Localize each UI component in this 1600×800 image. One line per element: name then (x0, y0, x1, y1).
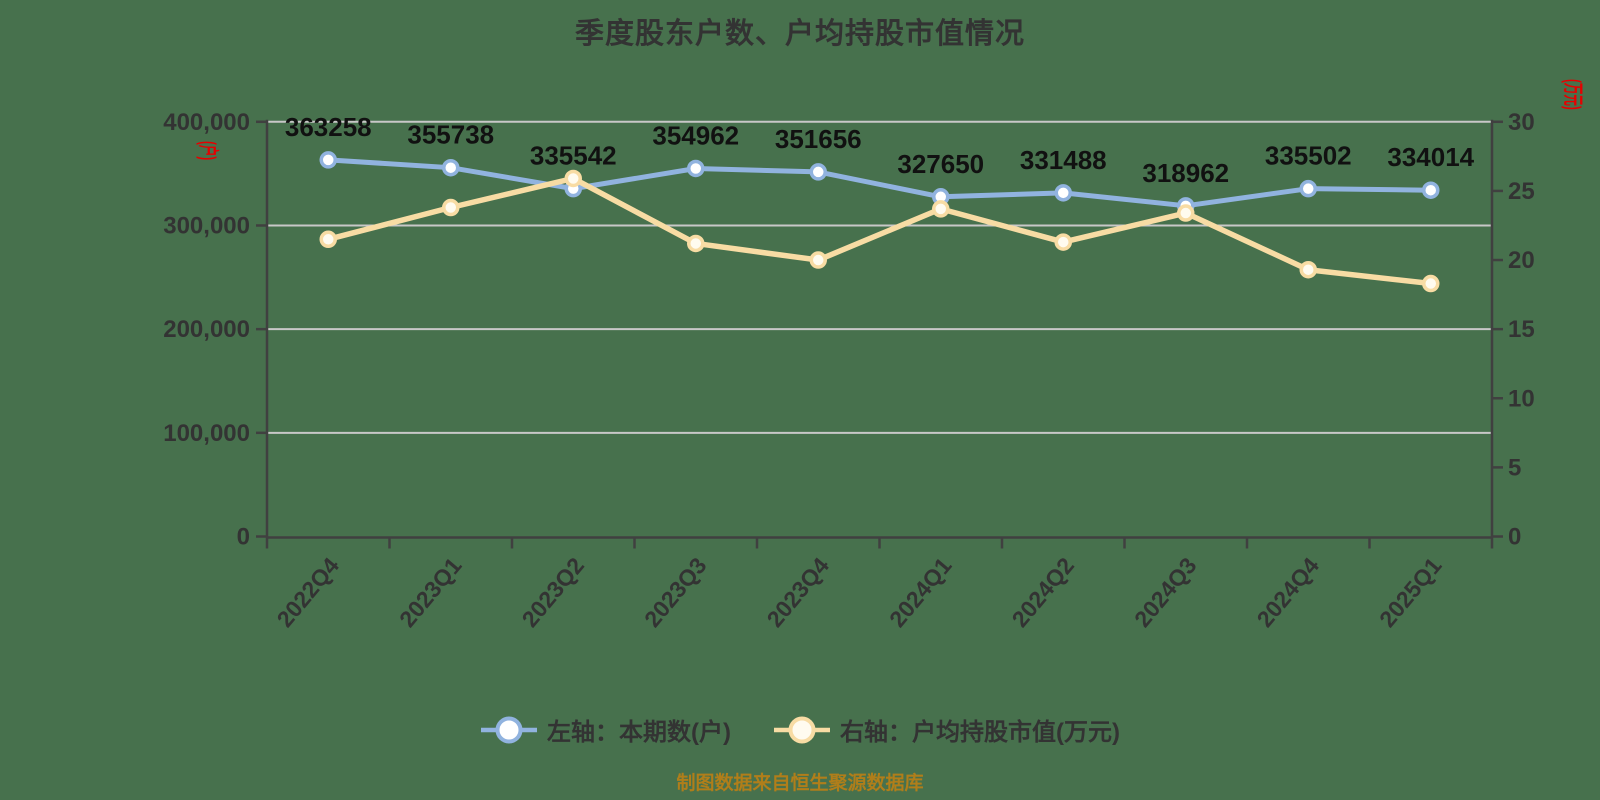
data-label: 334014 (1387, 142, 1474, 172)
x-axis-label: 2024Q4 (1252, 552, 1325, 632)
x-axis-label: 2024Q1 (884, 552, 957, 632)
data-point-avg-holding-value (932, 200, 950, 218)
chart-title: 季度股东户数、户均持股市值情况 (574, 18, 1025, 50)
y-axis-left-tick-label: 200,000 (163, 316, 250, 343)
y-axis-right-tick-label: 10 (1508, 385, 1535, 412)
data-point-shareholder-count (1054, 184, 1072, 202)
legend-item-avg-holding-value[interactable]: 右轴：户均持股市值(万元) (773, 712, 1120, 747)
x-axis-label: 2023Q3 (639, 553, 712, 632)
data-point-avg-holding-value (564, 169, 582, 188)
data-point-avg-holding-value (687, 234, 705, 253)
data-label: 335502 (1265, 141, 1352, 171)
legend-label-right-axis: 右轴：户均持股市值(万元) (840, 719, 1120, 746)
data-point-avg-holding-value (1422, 274, 1440, 293)
data-label: 331488 (1020, 145, 1107, 175)
line-series-marker-icon (481, 716, 538, 743)
data-point-avg-holding-value (1177, 204, 1195, 222)
legend: 左轴：本期数(户) 右轴：户均持股市值(万元) (0, 712, 1600, 747)
y-axis-right-tick-label: 30 (1508, 109, 1535, 136)
y-axis-left-tick-label: 400,000 (163, 109, 250, 136)
x-axis-label: 2022Q4 (272, 552, 345, 632)
data-point-avg-holding-value (319, 230, 337, 249)
y-axis-right-tick-label: 20 (1508, 247, 1535, 274)
x-axis-label: 2023Q1 (394, 552, 467, 632)
data-point-shareholder-count (319, 151, 337, 169)
data-point-shareholder-count (442, 158, 460, 177)
data-point-avg-holding-value (1054, 233, 1072, 251)
data-label: 355738 (407, 120, 494, 150)
data-label: 318962 (1142, 158, 1229, 188)
x-axis-label: 2024Q3 (1129, 553, 1202, 632)
data-label: 327650 (897, 149, 984, 179)
data-source-note: 制图数据来自恒生聚源数据库 (676, 773, 924, 794)
y-axis-left-tick-label: 300,000 (163, 212, 250, 239)
data-point-shareholder-count (1299, 179, 1317, 198)
y-axis-right-tick-label: 5 (1508, 454, 1521, 481)
x-axis-label: 2025Q1 (1374, 552, 1447, 632)
y-axis-right-tick-label: 15 (1508, 316, 1535, 343)
line-series-marker-icon (774, 716, 830, 743)
data-label: 354962 (652, 120, 739, 150)
data-point-shareholder-count (687, 159, 705, 178)
y-axis-right-tick-label: 0 (1508, 524, 1521, 551)
series-line-shareholder-count (325, 157, 1434, 209)
data-point-shareholder-count (809, 163, 827, 181)
x-axis-label: 2024Q2 (1007, 553, 1080, 632)
data-label: 363258 (285, 112, 372, 142)
legend-item-shareholder-count[interactable]: 左轴：本期数(户) (480, 712, 731, 747)
y-axis-left-tick-label: 100,000 (163, 420, 250, 447)
data-label: 335542 (530, 141, 617, 171)
data-point-avg-holding-value (442, 198, 460, 217)
data-point-avg-holding-value (809, 251, 827, 269)
chart-plot: 400,000 300,000 200,000 100,000 0 30 25 20 15 10 5… (163, 109, 1535, 632)
data-point-avg-holding-value (1299, 260, 1317, 279)
data-point-shareholder-count (1422, 181, 1440, 199)
data-label: 351656 (775, 124, 862, 154)
y-axis-left-tick-label: 0 (237, 524, 250, 551)
series-line-avg-holding-value (325, 175, 1434, 287)
legend-label-left-axis: 左轴：本期数(户) (547, 719, 731, 746)
y-axis-right-tick-label: 25 (1508, 178, 1535, 205)
x-axis-label: 2023Q2 (517, 553, 590, 632)
x-axis-label: 2023Q4 (762, 552, 835, 632)
